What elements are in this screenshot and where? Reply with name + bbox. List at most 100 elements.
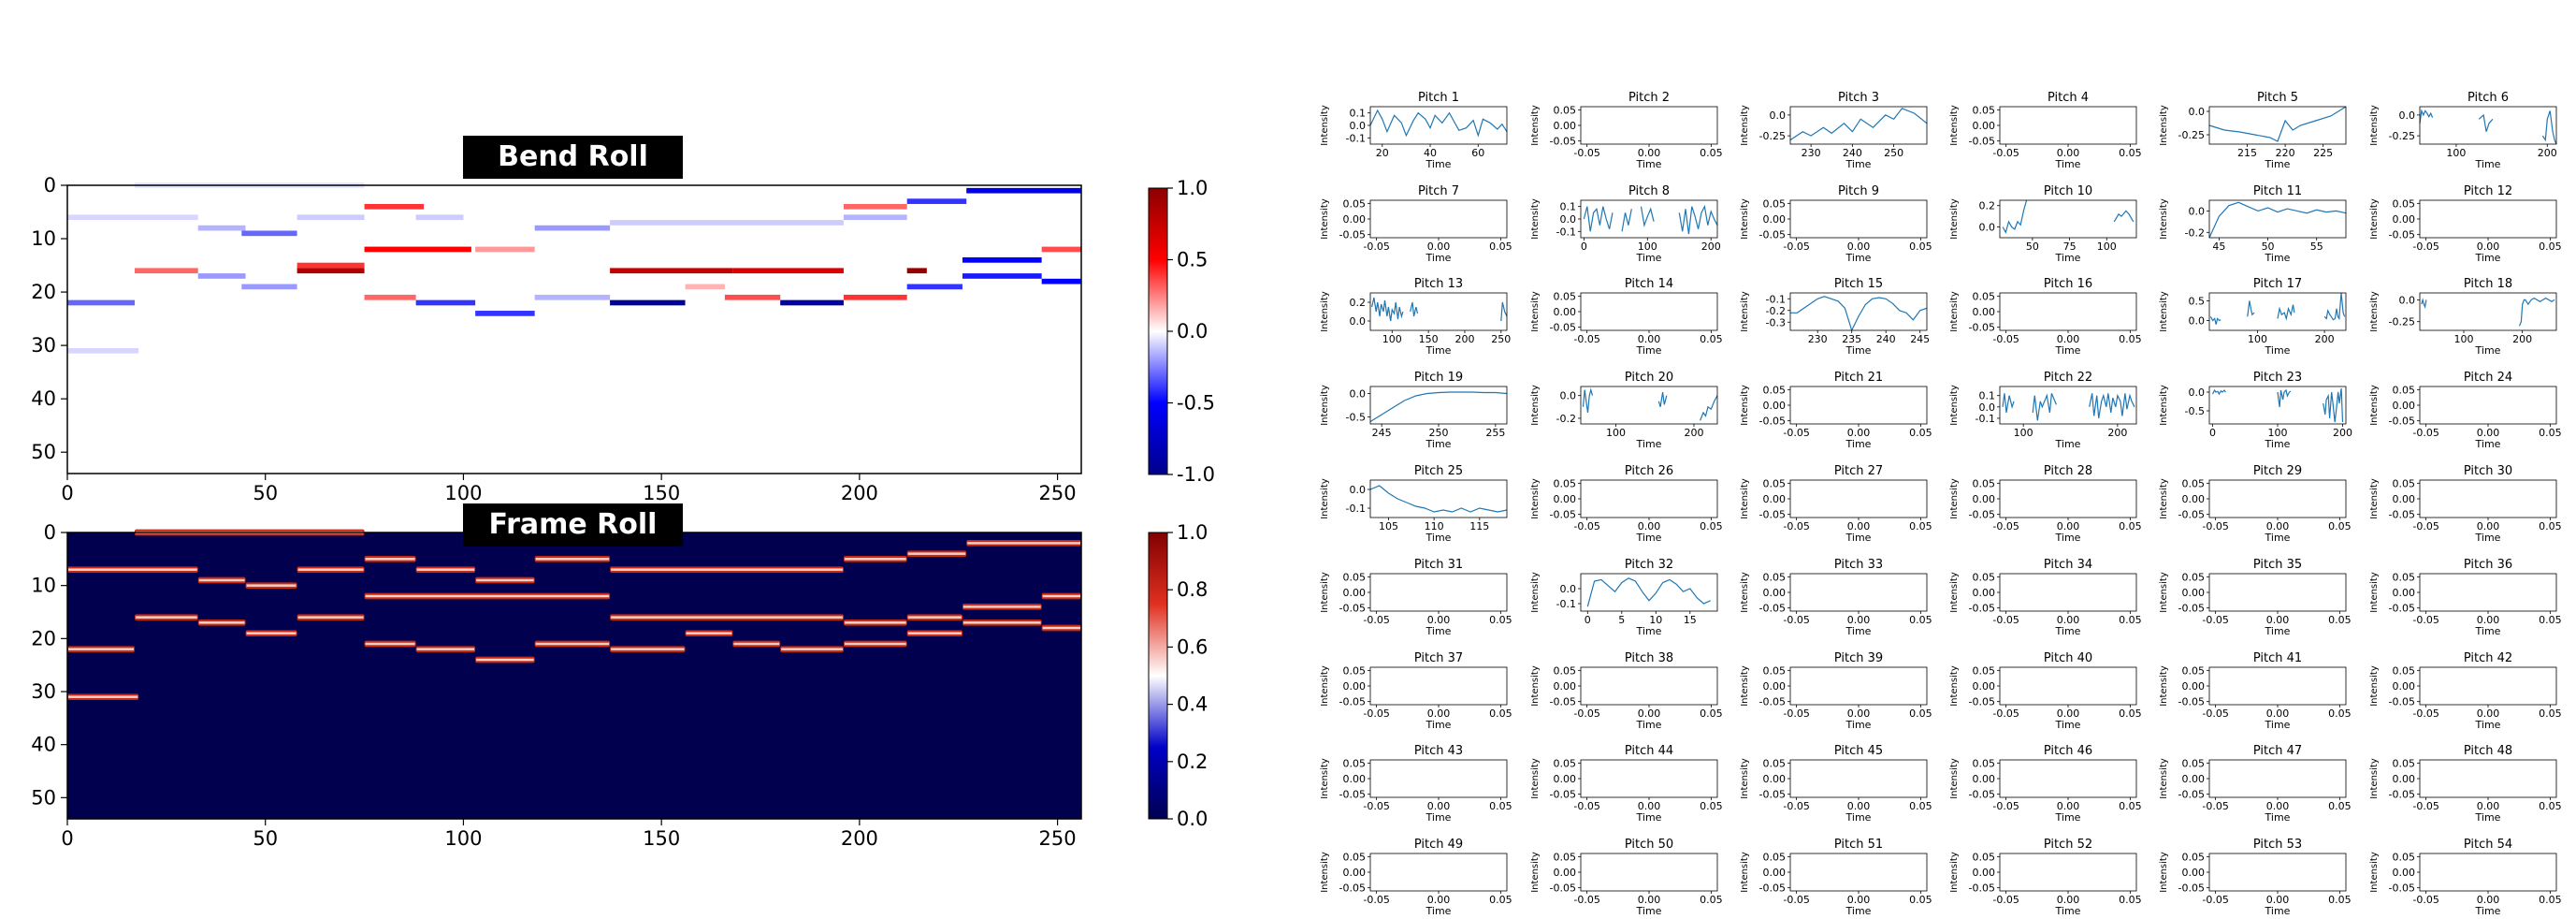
pitch-subplot: Pitch 19 245 250 255 0.0 -0.5 Time Intensity (1320, 371, 1508, 450)
subplot-title: Pitch 13 (1414, 277, 1463, 291)
x-tick-label: 0.05 (1909, 427, 1932, 439)
y-axis-label: Intensity (2159, 852, 2169, 893)
frame-segment-core (962, 605, 1041, 608)
x-tick-label: 0.05 (1909, 894, 1932, 906)
frame-segment-core (297, 568, 364, 571)
y-tick-label: -0.05 (2178, 509, 2205, 521)
x-tick-label: 0.00 (1638, 894, 1661, 906)
pitch-subplot: Pitch 48 -0.05 0.00 0.05 0.05 0.00 -0.05 Time In… (2369, 744, 2562, 824)
y-axis-label: Intensity (2159, 572, 2169, 613)
x-tick-label: 10 (1649, 614, 1662, 626)
y-tick-label: 0.2 (1979, 200, 1996, 212)
x-axis-label: Time (1636, 252, 1662, 264)
x-axis-label: Time (1845, 344, 1872, 357)
x-tick-label: 0 (1581, 241, 1587, 253)
pitch-subplot: Pitch 51 -0.05 0.00 0.05 0.05 0.00 -0.05 Time In… (1740, 838, 1932, 917)
x-tick-label: 0.05 (2119, 894, 2142, 906)
x-tick-label: -0.05 (1573, 707, 1599, 720)
bend-roll-title: Bend Roll (463, 136, 683, 179)
y-tick-label: -0.25 (2178, 129, 2205, 141)
y-tick-label: 0.00 (1973, 493, 1996, 505)
subplot-frame (2419, 479, 2557, 518)
subplot-frame (2208, 199, 2347, 239)
frame-segment-core (907, 552, 966, 555)
y-tick-label: 0.00 (1763, 587, 1787, 599)
x-tick-label: 0.00 (2266, 894, 2290, 906)
series-line (1583, 204, 1718, 235)
x-tick-label: -0.05 (1992, 707, 2019, 720)
frame-segment-core (416, 648, 475, 650)
colorbar-tick-label: 0.6 (1177, 635, 1208, 658)
x-tick-label: 0.05 (2328, 707, 2352, 720)
series-line (2002, 393, 2135, 421)
y-tick-label: 0.00 (1763, 213, 1787, 226)
y-axis-label: Intensity (1740, 758, 1750, 799)
pitch-subplot: Pitch 11 45 50 55 0.0 -0.2 Time Intensity (2159, 184, 2347, 264)
y-tick-label: 0.05 (1554, 664, 1577, 677)
x-tick-label: 0.00 (2057, 614, 2080, 626)
x-axis-label: Time (1636, 532, 1662, 544)
y-axis-label: Intensity (1740, 198, 1750, 240)
subplot-frame (1580, 666, 1718, 706)
y-tick-label: -0.05 (2389, 509, 2415, 521)
y-tick-label: -0.5 (1346, 412, 1366, 424)
x-tick-label: 0.05 (2539, 520, 2562, 532)
x-tick-label: 255 (1485, 427, 1505, 439)
x-tick-label: 0.00 (1638, 520, 1661, 532)
pitch-subplot: Pitch 13 100 150 200 250 0.2 0.0 Time Intensity (1320, 277, 1511, 357)
y-axis-label: Intensity (1949, 758, 1960, 799)
x-axis-label: Time (2475, 344, 2501, 357)
y-tick-label: 0.00 (1973, 773, 1996, 785)
subplot-title: Pitch 6 (2467, 91, 2509, 105)
y-tick-label: -0.05 (1339, 229, 1366, 241)
x-tick-label: -0.05 (1363, 894, 1389, 906)
x-tick-label: 200 (1684, 427, 1703, 439)
y-tick-label: 0.00 (1763, 493, 1787, 505)
x-tick-label: 0.00 (1847, 707, 1871, 720)
bend-segment (610, 268, 733, 274)
y-tick-label: 0.00 (2393, 867, 2416, 879)
x-tick-label: 0.00 (2266, 800, 2290, 812)
frame-segment-core (535, 642, 610, 646)
y-tick-label: 0.05 (2393, 664, 2416, 677)
x-tick-label: -0.05 (1573, 520, 1599, 532)
y-tick-label: -0.25 (2389, 130, 2415, 142)
frame-segment-core (246, 584, 297, 587)
x-tick-label: 0.05 (2539, 894, 2562, 906)
y-tick-label: -0.05 (2178, 696, 2205, 708)
x-tick-label: 0.05 (2119, 614, 2142, 626)
x-tick-label: 250 (1884, 147, 1903, 159)
x-tick-label: 200 (1701, 241, 1721, 253)
bend-segment (843, 294, 907, 300)
y-tick-label: 0.00 (1763, 773, 1787, 785)
x-tick-label: 0.05 (2119, 333, 2142, 345)
pitch-subplot: Pitch 43 -0.05 0.00 0.05 0.05 0.00 -0.05 Time In… (1320, 744, 1512, 824)
subplot-frame (1369, 479, 1508, 518)
y-axis-label: Intensity (1740, 385, 1750, 426)
x-axis-label: Time (2055, 811, 2081, 824)
pitch-subplot: Pitch 18 100 200 0.0 -0.25 Time Intensity (2369, 277, 2557, 357)
x-tick-label: 100 (444, 482, 482, 504)
x-axis-label: Time (2475, 158, 2501, 170)
x-tick-label: -0.05 (1783, 241, 1809, 253)
x-tick-label: 100 (444, 827, 482, 850)
x-tick-label: 0.05 (1489, 241, 1512, 253)
y-tick-label: -0.1 (1975, 413, 1995, 425)
subplot-title: Pitch 28 (2044, 464, 2092, 478)
pitch-subplot: Pitch 14 -0.05 0.00 0.05 0.05 0.00 -0.05 Time In… (1530, 277, 1723, 357)
bend-segment (1041, 278, 1081, 284)
x-axis-label: Time (1425, 811, 1452, 824)
x-axis-label: Time (2265, 719, 2291, 731)
frame-roll-title: Frame Roll (463, 503, 683, 547)
y-axis-label: Intensity (1740, 665, 1750, 707)
x-tick-label: 0.00 (2057, 800, 2080, 812)
y-axis-label: Intensity (2159, 665, 2169, 707)
y-axis-label: Intensity (2159, 105, 2169, 146)
frame-segment-core (68, 695, 138, 698)
x-tick-label: -0.05 (2412, 241, 2439, 253)
y-tick-label: 0.05 (1973, 290, 1996, 302)
y-tick-label: 0.00 (2393, 773, 2416, 785)
subplot-frame (2419, 199, 2557, 239)
frame-segment-core (365, 594, 610, 598)
